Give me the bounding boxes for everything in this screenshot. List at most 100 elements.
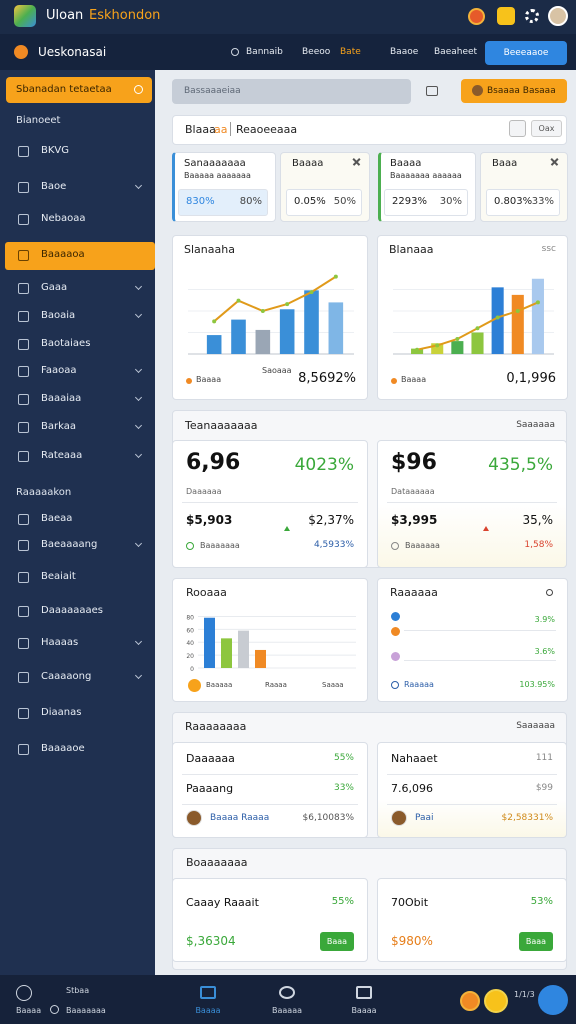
- sidebar-icon: [18, 283, 29, 294]
- user-value: $6,10083%: [302, 813, 355, 823]
- legend-label: Baaaa: [401, 375, 427, 384]
- offer-button[interactable]: Baaa: [320, 932, 354, 951]
- y-tick-label: 60: [186, 627, 194, 634]
- sidebar-item[interactable]: Baaaaoa: [41, 249, 85, 260]
- trend-point: [415, 347, 420, 352]
- sidebar-icon: [18, 540, 29, 551]
- sidebar-item[interactable]: Diaanas: [41, 707, 82, 718]
- bar: [531, 278, 544, 354]
- nav-link[interactable]: Baaoe: [390, 47, 419, 57]
- tab-label[interactable]: Baaaa: [351, 1006, 377, 1015]
- offer-rate: 55%: [331, 896, 354, 907]
- sidebar-item[interactable]: Baoe: [41, 181, 67, 192]
- sidebar-item[interactable]: Caaaaong: [41, 671, 92, 682]
- sidebar-item[interactable]: Baeaaaang: [41, 539, 98, 550]
- bottom-label: Baaaaaaa: [66, 1006, 106, 1015]
- bar: [491, 287, 504, 354]
- trend-arrow: [284, 526, 290, 531]
- sidebar-item[interactable]: Barkaa: [41, 421, 76, 432]
- user-avatar: [391, 810, 407, 826]
- nav-link[interactable]: Beeoo: [302, 47, 331, 57]
- tab-icon[interactable]: [279, 986, 295, 999]
- tab-icon[interactable]: [356, 986, 372, 999]
- trend-point: [435, 343, 440, 348]
- view-icon[interactable]: [426, 86, 438, 96]
- offer-amount: $980%: [391, 934, 433, 948]
- footer-dot: [391, 681, 399, 689]
- sidebar-item[interactable]: Beaiait: [41, 571, 76, 582]
- bottom-icon: [50, 1005, 59, 1014]
- offer-button[interactable]: Baaa: [519, 932, 553, 951]
- user-avatar: [186, 810, 202, 826]
- stat-value: 0.803%: [494, 196, 533, 207]
- sidebar-search[interactable]: Sbanadan tetaetaa: [6, 77, 152, 103]
- nav-link[interactable]: Baeaheet: [434, 47, 478, 57]
- divider: [387, 774, 557, 775]
- ranking-name: Nahaaet: [391, 752, 438, 765]
- brand-icon: [14, 45, 28, 59]
- primary-button[interactable]: Beeeaaoe: [485, 41, 567, 65]
- chart-title: Blanaaa: [389, 243, 434, 256]
- trend-point: [236, 298, 241, 303]
- y-tick-label: 40: [186, 640, 194, 647]
- card-title: Rooaaa: [186, 586, 227, 599]
- trend-point: [333, 274, 338, 279]
- icon-button[interactable]: [509, 120, 526, 137]
- tab-icon[interactable]: [200, 986, 216, 999]
- stat-title: Sanaaaaaaa: [184, 158, 246, 169]
- sidebar-item[interactable]: Baoaia: [41, 310, 76, 321]
- list-dot: [391, 627, 400, 636]
- list-dot: [391, 652, 400, 661]
- ranking-card: [377, 742, 567, 838]
- sidebar-icon: [18, 514, 29, 525]
- sidebar-item[interactable]: Baeaa: [41, 513, 73, 524]
- chart-total: 8,5692%: [298, 371, 356, 386]
- offer-name: 70Obit: [391, 896, 429, 909]
- sidebar-item[interactable]: Haaaas: [41, 637, 79, 648]
- panel-title: Teanaaaaaaa: [185, 419, 258, 432]
- tab-label[interactable]: Baaaa: [195, 1006, 221, 1015]
- summary-footer-value: 4,5933%: [313, 540, 354, 550]
- sidebar-item[interactable]: Nebaoaa: [41, 213, 86, 224]
- offer-rate: 53%: [530, 896, 553, 907]
- ranking-card: [172, 742, 368, 838]
- tab-label[interactable]: Baaaaa: [272, 1006, 302, 1015]
- small-button[interactable]: Oax: [531, 120, 562, 137]
- sidebar-item[interactable]: Baaaiaa: [41, 393, 82, 404]
- sidebar-item[interactable]: Baaaaoe: [41, 743, 85, 754]
- button-avatar: [472, 85, 483, 96]
- sidebar-icon: [18, 606, 29, 617]
- sidebar-section: Raaaaakon: [16, 487, 72, 498]
- stat-title: Baaaa: [292, 158, 324, 169]
- divider: [182, 774, 358, 775]
- panel-title: Raaaaaaaa: [185, 720, 247, 733]
- bar: [238, 630, 249, 668]
- card-footer: Raaaaa: [404, 680, 434, 689]
- sidebar-item[interactable]: Faaoaa: [41, 365, 77, 376]
- sidebar-item[interactable]: Gaaa: [41, 282, 68, 293]
- trend-point: [475, 326, 480, 331]
- sidebar-item[interactable]: Baotaiaes: [41, 338, 91, 349]
- sidebar-item[interactable]: Daaaaaaaes: [41, 605, 103, 616]
- sidebar-icon: [18, 638, 29, 649]
- stat-values: [286, 189, 362, 216]
- search-input[interactable]: Bassaaaeiaa: [172, 79, 411, 104]
- stat-value: 80%: [239, 196, 262, 207]
- panel-action: Saaaaaa: [516, 420, 555, 430]
- list-value: 3.9%: [534, 615, 555, 624]
- trend-point: [495, 315, 500, 320]
- sidebar-icon: [18, 572, 29, 583]
- bar: [255, 649, 266, 668]
- nav-link[interactable]: Bate: [340, 47, 361, 57]
- stat-values: [384, 189, 468, 216]
- sidebar-item[interactable]: Rateaaa: [41, 450, 83, 461]
- sidebar-item[interactable]: BKVG: [41, 145, 70, 156]
- sidebar-icon: [18, 451, 29, 462]
- nav-link[interactable]: Bannaib: [246, 47, 283, 57]
- summary-change: 4023%: [294, 455, 354, 475]
- stat-value: 2293%: [392, 196, 427, 207]
- panel-header: [172, 115, 567, 145]
- action-icon: [460, 991, 480, 1011]
- sidebar-icon: [18, 311, 29, 322]
- stat-value: 30%: [439, 196, 462, 207]
